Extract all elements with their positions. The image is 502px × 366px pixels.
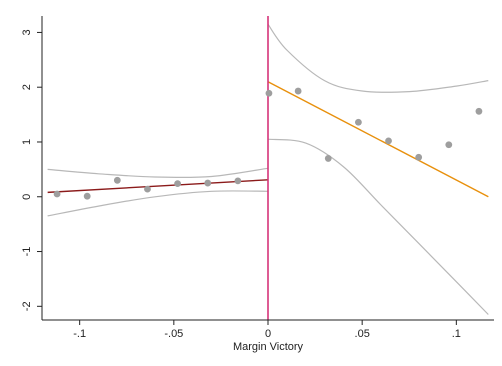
data-point [204, 179, 212, 187]
y-tick-label: 3 [21, 29, 33, 35]
data-point [475, 107, 483, 115]
y-tick-label: 1 [21, 139, 33, 145]
data-point [355, 118, 362, 126]
data-point [294, 87, 302, 95]
ci-left-lower-line [47, 190, 269, 217]
y-tick-label: -1 [21, 247, 33, 257]
data-point [83, 192, 91, 200]
x-tick-label: .05 [355, 328, 370, 340]
x-axis-title: Margin Victory [233, 341, 304, 353]
data-point [445, 141, 453, 149]
fit-line-right [267, 81, 489, 198]
x-tick-label: 0 [265, 328, 271, 340]
data-point [144, 185, 151, 193]
data-point [385, 137, 392, 145]
confidence-bands [47, 23, 489, 315]
ci-right-lower-line [267, 138, 489, 315]
axes: -.1 -.05 0 .05 .1 -2 -1 0 1 2 3 [21, 16, 494, 340]
data-point [415, 153, 423, 161]
data-point [234, 177, 242, 185]
y-ticks: -2 -1 0 1 2 3 [21, 29, 42, 311]
x-ticks: -.1 -.05 0 .05 .1 [73, 320, 461, 340]
data-point [324, 155, 332, 162]
data-point [174, 180, 182, 188]
data-point [53, 190, 61, 198]
y-tick-label: -2 [21, 301, 33, 311]
y-tick-label: 2 [21, 84, 33, 90]
fit-line-left [47, 179, 269, 194]
fit-lines [47, 81, 489, 198]
ci-right-upper-line [267, 23, 489, 93]
scatter-points [53, 87, 483, 200]
x-tick-label: -.05 [164, 328, 183, 340]
data-point [265, 89, 273, 97]
ci-left-upper-line [47, 167, 269, 179]
x-tick-label: .1 [452, 328, 461, 340]
x-tick-label: -.1 [73, 328, 86, 340]
data-point [113, 176, 121, 184]
y-tick-label: 0 [21, 194, 33, 200]
